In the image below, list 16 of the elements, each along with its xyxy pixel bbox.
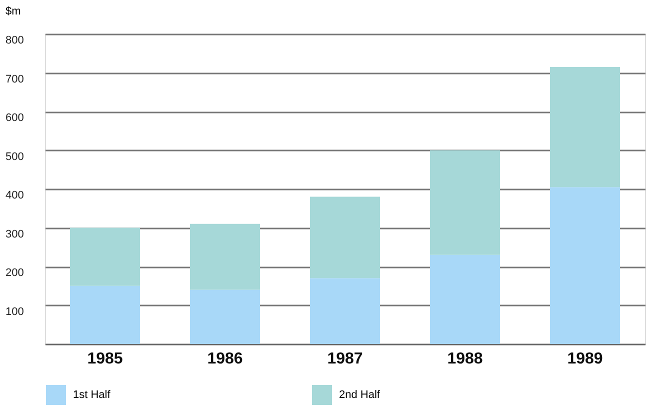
x-tick-label: 1985 xyxy=(87,350,123,368)
x-tick-label: 1988 xyxy=(447,350,483,368)
y-tick-label: 500 xyxy=(6,150,24,163)
y-tick-label: 800 xyxy=(6,34,24,46)
y-tick-label: 300 xyxy=(6,228,24,240)
x-tick-label: 1987 xyxy=(327,350,363,368)
y-tick-label: 200 xyxy=(6,267,24,279)
y-tick-label: 400 xyxy=(6,190,24,202)
legend-label: 2nd Half xyxy=(339,389,381,401)
x-tick-label: 1989 xyxy=(567,350,603,368)
y-tick-label: 100 xyxy=(6,306,24,318)
y-tick-label: 700 xyxy=(6,73,24,86)
y-tick-label: 600 xyxy=(6,112,24,124)
x-tick-label: 1986 xyxy=(207,350,243,368)
y-axis-title: $m xyxy=(6,6,21,18)
legend-label: 1st Half xyxy=(73,389,112,401)
